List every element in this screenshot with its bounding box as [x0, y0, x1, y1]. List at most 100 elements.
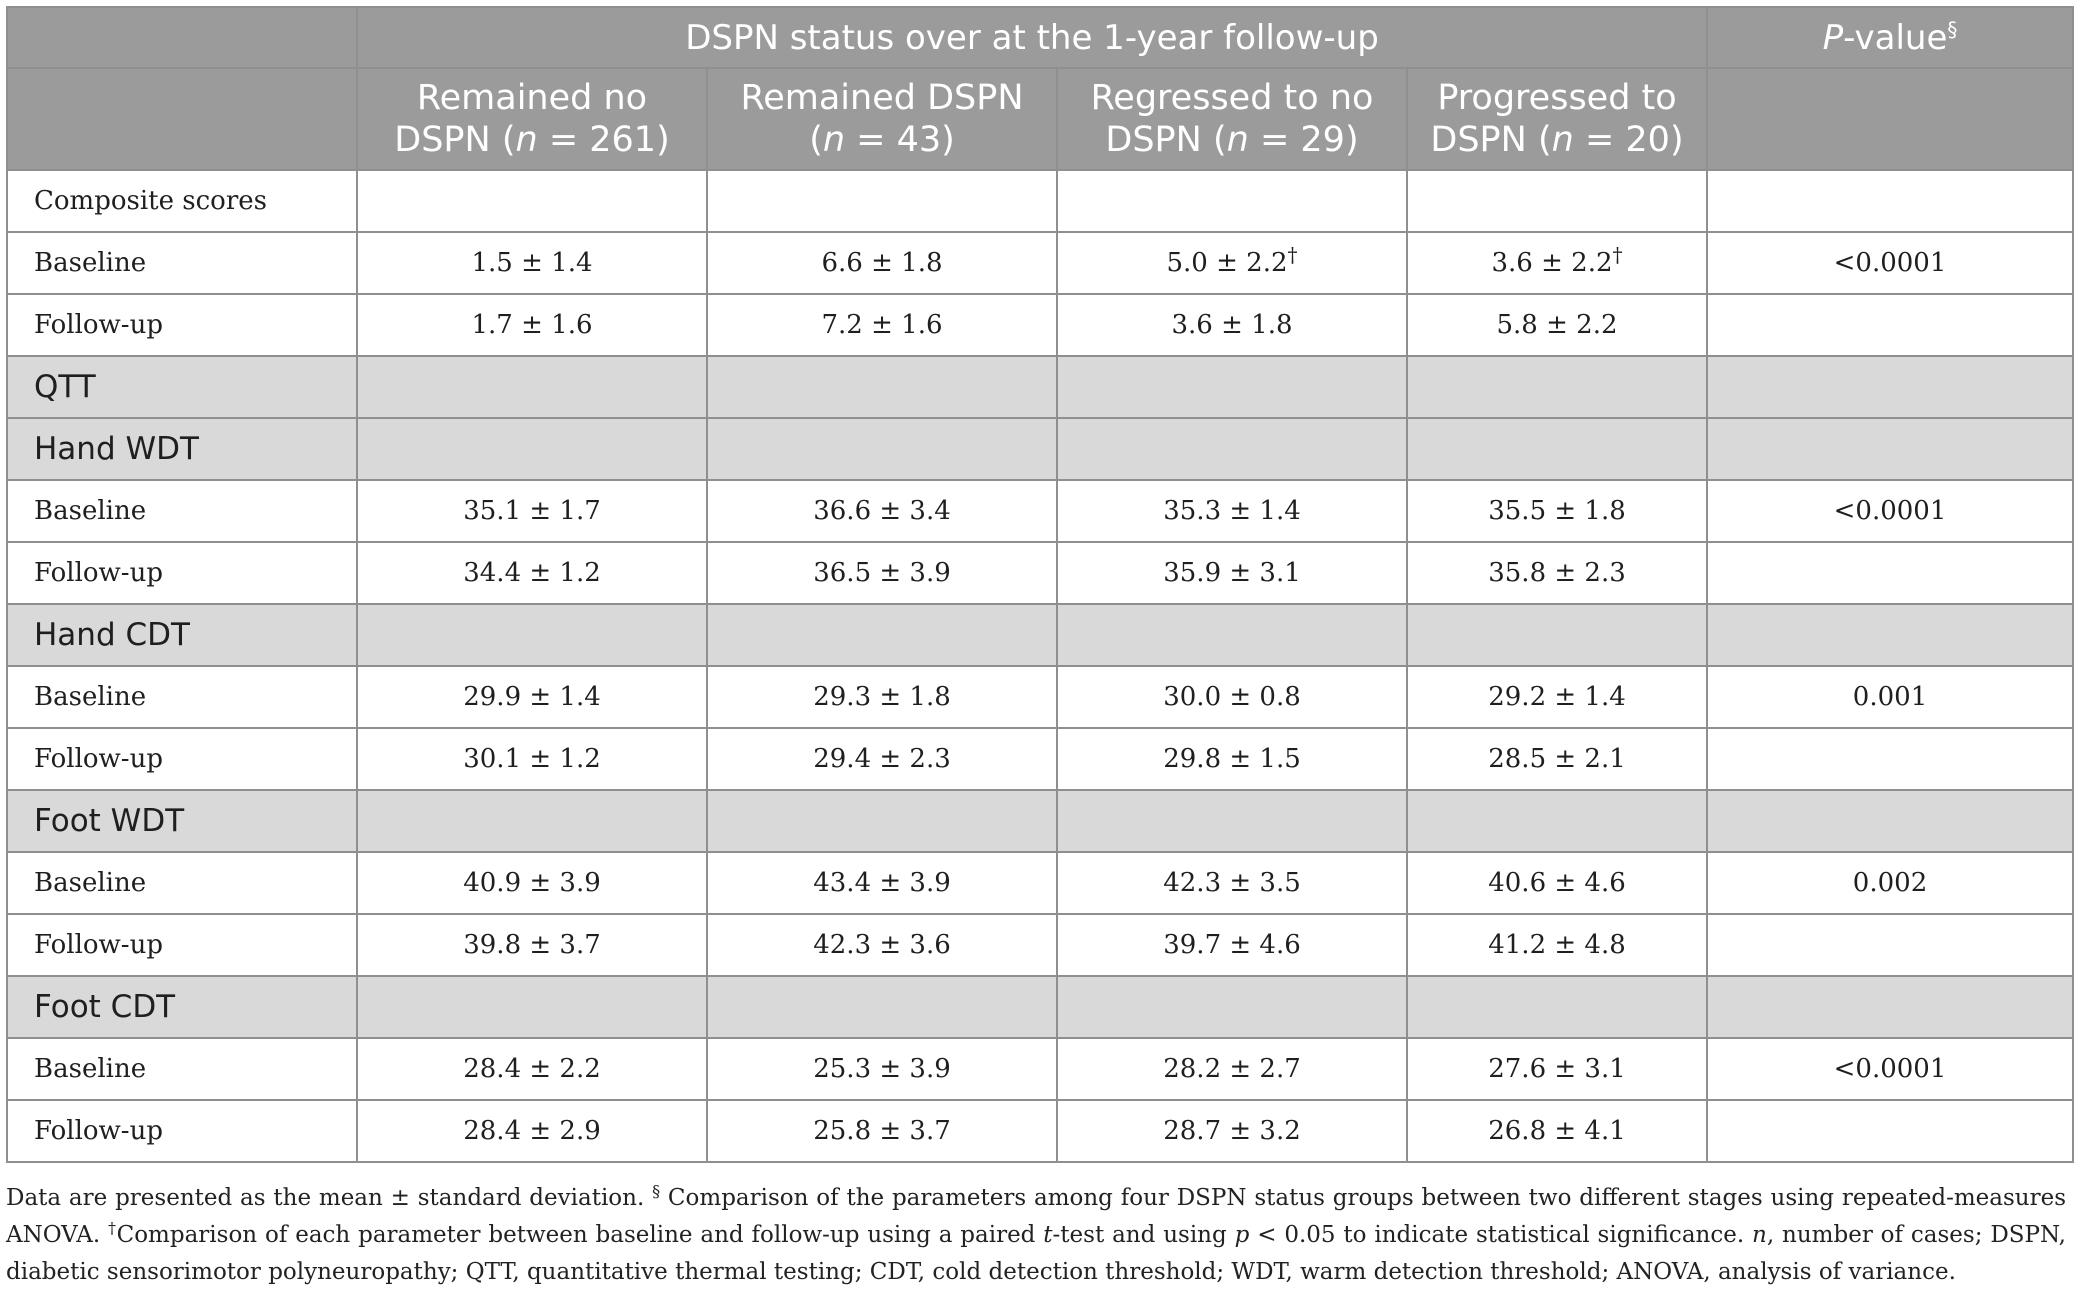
cell-value: 43.4 ± 3.9 [813, 868, 951, 898]
table-cell: 40.9 ± 3.9 [356, 851, 708, 915]
column-header-line2: DSPN ( [1430, 120, 1552, 160]
footnote-text: , number of cases; DSPN, diabetic sensor… [6, 1222, 2066, 1285]
cell-value: 35.5 ± 1.8 [1488, 496, 1626, 526]
table-cell [1056, 975, 1408, 1039]
row-label: Follow-up [6, 1099, 358, 1163]
table-cell [356, 975, 708, 1039]
table-cell: 27.6 ± 3.1 [1405, 1037, 1709, 1101]
pvalue-cell: 0.002 [1706, 851, 2075, 915]
row-label: Follow-up [6, 727, 358, 791]
cell-value: 1.5 ± 1.4 [471, 248, 593, 278]
footnote-text: Data are presented as the mean ± standar… [6, 1185, 653, 1211]
table-body: Composite scores Baseline 1.5 ± 1.4 6.6 ± 1… [6, 169, 2075, 1163]
column-header-count: = 261) [537, 120, 670, 160]
table-cell: 39.8 ± 3.7 [356, 913, 708, 977]
footnote-text: § [652, 1181, 661, 1201]
section-label: QTT [6, 355, 358, 419]
table-cell: 29.2 ± 1.4 [1405, 665, 1709, 729]
column-header-line1: Remained DSPN [740, 78, 1024, 118]
section-label: Foot CDT [6, 975, 358, 1039]
header-col-progressed: Progressed to DSPN (n = 20) [1405, 67, 1709, 171]
header-col-remained-dspn: Remained DSPN (n = 43) [706, 67, 1058, 171]
table-cell: 5.0 ± 2.2† [1056, 231, 1408, 295]
table-cell [1405, 789, 1709, 853]
pvalue-suffix: -value [1843, 17, 1948, 58]
cell-value: 3.6 ± 2.2 [1491, 248, 1613, 278]
row-label: Follow-up [6, 541, 358, 605]
cell-value: 40.9 ± 3.9 [463, 868, 601, 898]
pvalue-cell [1706, 293, 2075, 357]
cell-value: 27.6 ± 3.1 [1488, 1054, 1626, 1084]
table-cell [356, 603, 708, 667]
dagger-mark: † [1287, 242, 1298, 267]
table-cell [706, 417, 1058, 481]
footnote-text: Comparison of each parameter between bas… [116, 1222, 1044, 1248]
table-cell [356, 417, 708, 481]
table-cell [1056, 169, 1408, 233]
cell-value: 42.3 ± 3.6 [813, 930, 951, 960]
pvalue-cell [1706, 417, 2075, 481]
cell-value: 5.8 ± 2.2 [1496, 310, 1618, 340]
cell-value: 6.6 ± 1.8 [821, 248, 943, 278]
table-cell: 7.2 ± 1.6 [706, 293, 1058, 357]
row-label: Baseline [6, 479, 358, 543]
cell-value: 36.5 ± 3.9 [813, 558, 951, 588]
section-label: Foot WDT [6, 789, 358, 853]
column-header-line1: Regressed to no [1090, 78, 1374, 118]
cell-value: 5.0 ± 2.2 [1166, 248, 1288, 278]
table-cell: 5.8 ± 2.2 [1405, 293, 1709, 357]
column-header-n: n [1551, 120, 1574, 160]
column-header-n: n [822, 120, 846, 160]
table-cell [1405, 355, 1709, 419]
table-cell: 3.6 ± 2.2† [1405, 231, 1709, 295]
footnote-text: p [1234, 1222, 1250, 1248]
footnote-text: † [108, 1218, 117, 1238]
table-row: Follow-up 1.7 ± 1.6 7.2 ± 1.6 3.6 ± 1.8 5.8 … [6, 293, 2075, 357]
table-cell [1056, 603, 1408, 667]
footnote-text: t [1043, 1222, 1053, 1248]
pvalue-mark: § [1947, 17, 1958, 42]
table-cell: 28.2 ± 2.7 [1056, 1037, 1408, 1101]
pvalue-cell [1706, 1099, 2075, 1163]
section-label: Hand WDT [6, 417, 358, 481]
table-cell [356, 355, 708, 419]
dagger-mark: † [1612, 242, 1623, 267]
table-cell [1405, 169, 1709, 233]
cell-value: 25.3 ± 3.9 [813, 1054, 951, 1084]
cell-value: 30.0 ± 0.8 [1163, 682, 1301, 712]
column-header-line2: ( [809, 120, 823, 160]
table-cell: 29.4 ± 2.3 [706, 727, 1058, 791]
column-header-n: n [515, 120, 538, 160]
cell-value: 3.6 ± 1.8 [1171, 310, 1293, 340]
table-cell: 40.6 ± 4.6 [1405, 851, 1709, 915]
table-cell: 1.7 ± 1.6 [356, 293, 708, 357]
table-cell: 39.7 ± 4.6 [1056, 913, 1408, 977]
cell-value: 40.6 ± 4.6 [1488, 868, 1626, 898]
table-cell: 35.5 ± 1.8 [1405, 479, 1709, 543]
table-cell [1056, 355, 1408, 419]
table-cell: 35.8 ± 2.3 [1405, 541, 1709, 605]
section-row: Foot WDT [6, 789, 2075, 853]
cell-value: 29.8 ± 1.5 [1163, 744, 1301, 774]
table-header: DSPN status over at the 1-year follow-up… [6, 6, 2075, 171]
header-empty-cell [6, 67, 358, 171]
section-label: Hand CDT [6, 603, 358, 667]
table-cell: 43.4 ± 3.9 [706, 851, 1058, 915]
table-cell: 25.3 ± 3.9 [706, 1037, 1058, 1101]
cell-value: 7.2 ± 1.6 [821, 310, 943, 340]
table-cell: 3.6 ± 1.8 [1056, 293, 1408, 357]
table-cell: 35.1 ± 1.7 [356, 479, 708, 543]
table-cell: 41.2 ± 4.8 [1405, 913, 1709, 977]
cell-value: 41.2 ± 4.8 [1488, 930, 1626, 960]
section-row: QTT [6, 355, 2075, 419]
table-cell [356, 169, 708, 233]
table-container: DSPN status over at the 1-year follow-up… [6, 6, 2075, 1163]
cell-value: 29.9 ± 1.4 [463, 682, 601, 712]
table-row: Baseline 35.1 ± 1.7 36.6 ± 3.4 35.3 ± 1.4 35… [6, 479, 2075, 543]
cell-value: 39.8 ± 3.7 [463, 930, 601, 960]
table-cell [706, 169, 1058, 233]
cell-value: 35.1 ± 1.7 [463, 496, 601, 526]
column-header-count: = 29) [1248, 120, 1359, 160]
table-cell: 28.4 ± 2.2 [356, 1037, 708, 1101]
table-row: Follow-up 39.8 ± 3.7 42.3 ± 3.6 39.7 ± 4.6 4… [6, 913, 2075, 977]
